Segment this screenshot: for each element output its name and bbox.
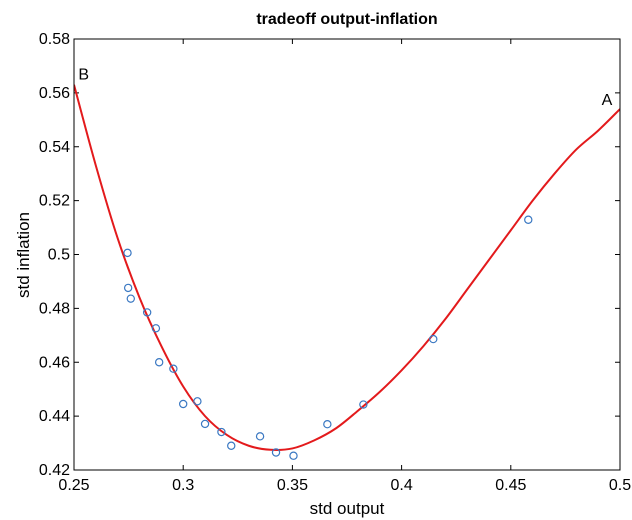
y-tick-label: 0.56	[39, 85, 70, 102]
data-point	[524, 215, 533, 224]
x-tick-label: 0.5	[609, 477, 631, 494]
data-point	[323, 420, 332, 429]
plot-area: 0.25 0.3 0.35 0.4 0.45 0.5 0.42 0.44 0.46 0.48 0.5…	[39, 31, 631, 494]
y-tick-label: 0.44	[39, 408, 70, 425]
data-point	[227, 441, 236, 450]
fitted-curve	[74, 84, 620, 451]
x-tick-label: 0.45	[495, 477, 526, 494]
x-axis-label: std output	[310, 499, 385, 518]
y-tick-label: 0.46	[39, 354, 70, 371]
y-tick-label: 0.52	[39, 193, 70, 210]
y-axis-label: std inflation	[14, 212, 33, 298]
data-point	[271, 448, 281, 457]
data-point	[193, 397, 202, 406]
y-tick-label: 0.54	[39, 139, 70, 156]
data-point	[200, 419, 210, 429]
annotation-label: B	[78, 66, 89, 83]
data-point	[178, 399, 188, 409]
y-tick-label: 0.58	[39, 31, 70, 48]
data-point	[255, 432, 265, 441]
data-point	[142, 308, 152, 317]
x-tick-label: 0.35	[277, 477, 308, 494]
data-point	[154, 358, 164, 367]
chart-title: tradeoff output-inflation	[256, 11, 437, 28]
data-point	[123, 283, 133, 293]
axes-box	[73, 38, 621, 471]
y-tick-label: 0.42	[39, 462, 70, 479]
data-point	[151, 324, 161, 333]
data-point	[126, 294, 135, 303]
data-point	[429, 334, 438, 344]
data-point	[169, 364, 178, 373]
x-tick-label: 0.25	[58, 477, 89, 494]
data-point	[289, 451, 298, 460]
y-tick-label: 0.5	[48, 247, 70, 264]
x-tick-label: 0.3	[172, 477, 194, 494]
data-point	[123, 248, 132, 258]
annotation-label: A	[602, 92, 613, 109]
y-tick-label: 0.48	[39, 300, 70, 317]
x-tick-label: 0.4	[390, 477, 412, 494]
data-point	[359, 400, 368, 409]
data-point	[217, 427, 226, 437]
